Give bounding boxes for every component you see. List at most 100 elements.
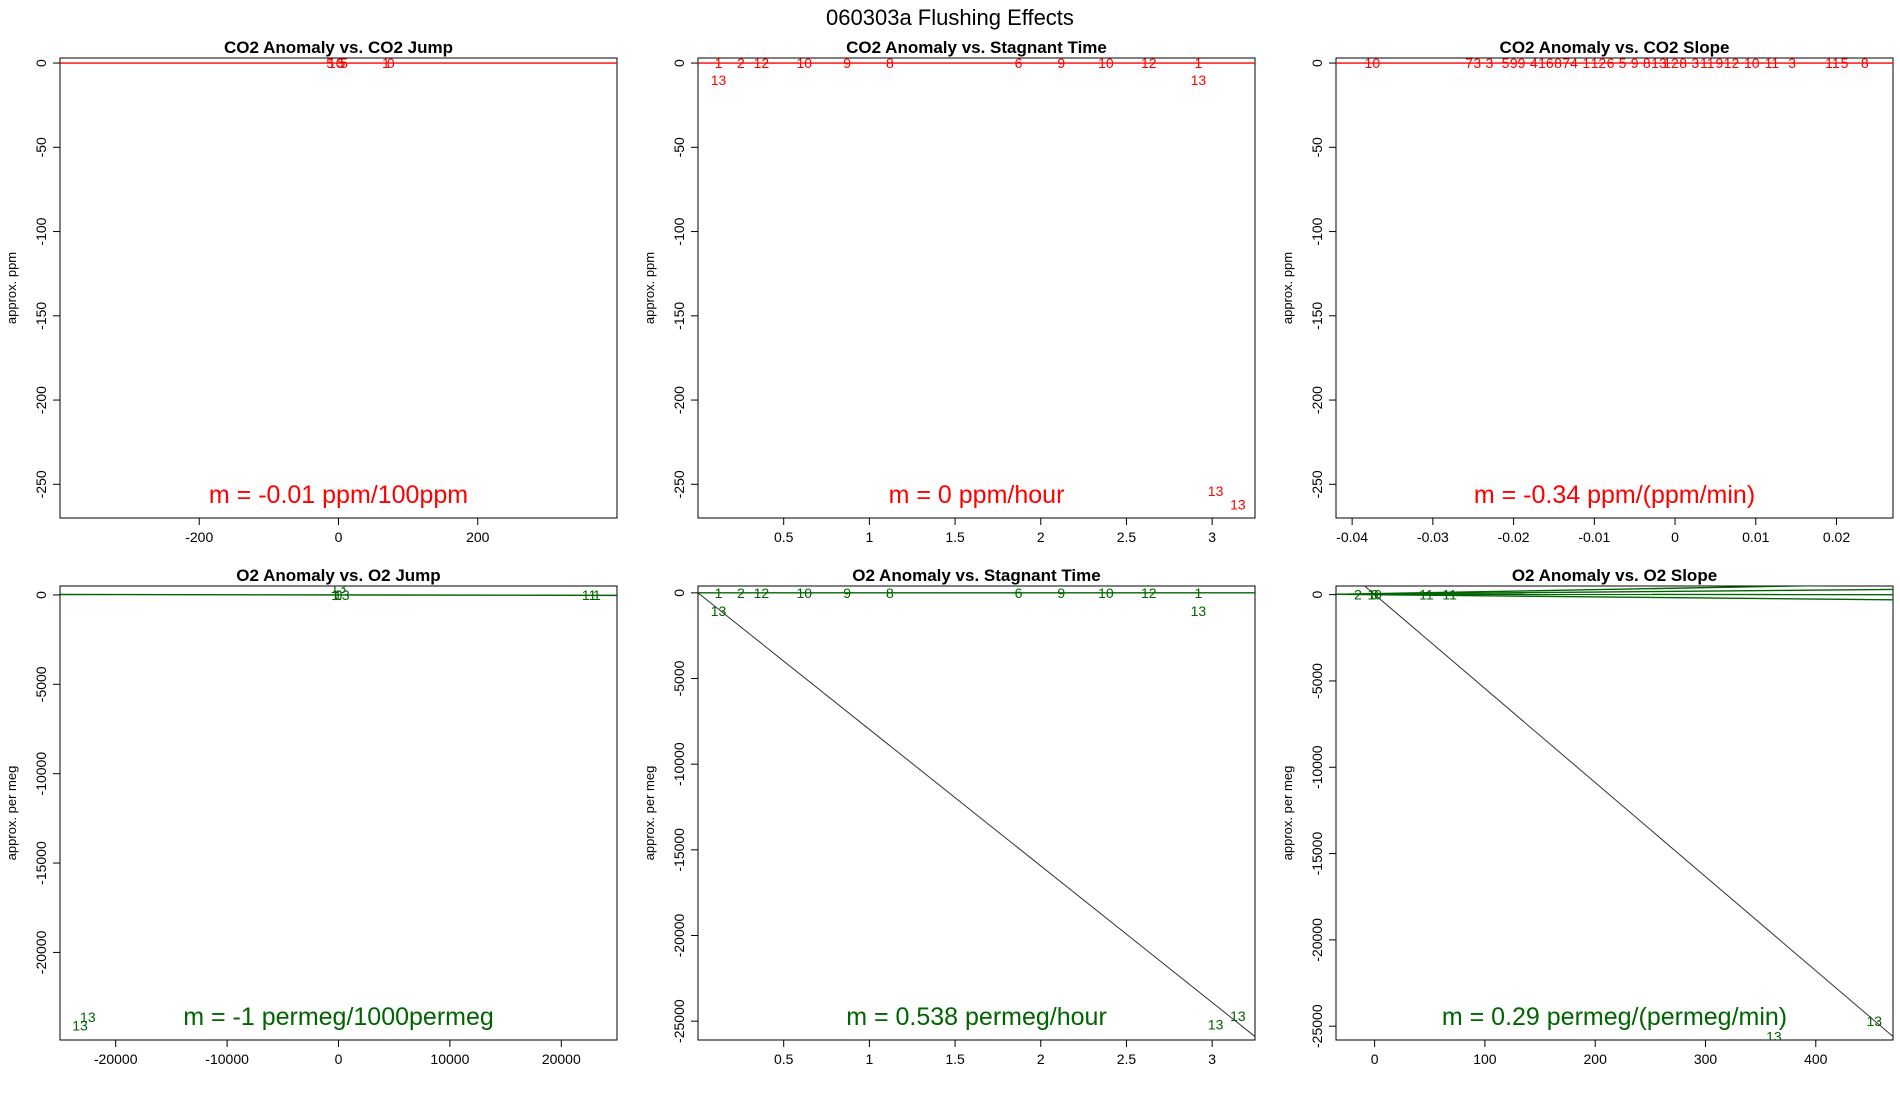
panel-1: CO2 Anomaly vs. CO2 Jump approx. ppm -200 0… bbox=[4, 38, 618, 545]
y-tick-label: 0 bbox=[1309, 59, 1325, 67]
data-point-label: 99 bbox=[1510, 55, 1526, 71]
data-point-label: 0 bbox=[1371, 587, 1379, 603]
y-tick-label: -50 bbox=[33, 137, 49, 157]
y-tick-label: 0 bbox=[1309, 591, 1325, 599]
series-line bbox=[60, 593, 617, 597]
y-tick-label: -200 bbox=[33, 386, 49, 414]
data-point-label: 13 bbox=[1866, 1013, 1882, 1029]
data-point-label: 6 bbox=[1015, 55, 1023, 71]
y-tick-label: -250 bbox=[1309, 470, 1325, 498]
data-point-label: 13 bbox=[1651, 55, 1667, 71]
x-tick-label: 10000 bbox=[430, 1051, 469, 1067]
y-tick-label: 0 bbox=[33, 591, 49, 599]
data-point-label: 13 bbox=[1208, 483, 1224, 499]
data-point-label: 8 bbox=[1554, 55, 1562, 71]
slope-annotation: m = -0.34 ppm/(ppm/min) bbox=[1474, 481, 1755, 509]
x-tick-label: -0.01 bbox=[1578, 529, 1610, 545]
data-point-label: 8 bbox=[1861, 55, 1869, 71]
data-point-label: 13 bbox=[1230, 1008, 1246, 1024]
x-tick-label: -0.03 bbox=[1417, 529, 1449, 545]
chart-title: O2 Anomaly vs. O2 Jump bbox=[236, 566, 440, 585]
x-tick-label: 0 bbox=[1671, 529, 1679, 545]
data-point-label: 9 bbox=[1057, 585, 1065, 601]
data-point-label: 12 bbox=[1724, 55, 1740, 71]
data-point-label: 0 bbox=[387, 55, 395, 71]
x-tick-label: -20000 bbox=[94, 1051, 138, 1067]
data-point-label: 5 bbox=[337, 55, 345, 71]
data-point-label: 12 bbox=[1141, 585, 1157, 601]
data-point-label: 74 bbox=[1562, 55, 1578, 71]
y-tick-label: -15000 bbox=[671, 828, 687, 872]
data-point-label: 5 bbox=[340, 55, 348, 71]
y-tick-label: -20000 bbox=[33, 930, 49, 974]
data-point-label: 1 bbox=[1195, 585, 1203, 601]
data-point-label: 8 bbox=[1679, 55, 1687, 71]
data-point-label: 11 bbox=[582, 587, 597, 603]
x-tick-label: 400 bbox=[1804, 1051, 1828, 1067]
slope-annotation: m = 0 ppm/hour bbox=[889, 481, 1065, 509]
y-tick-label: -20000 bbox=[671, 913, 687, 957]
y-tick-label: -100 bbox=[33, 217, 49, 245]
data-point-label: 13 bbox=[80, 1009, 96, 1025]
data-point-label: 3 bbox=[1473, 55, 1481, 71]
data-point-label: 12 bbox=[1663, 55, 1679, 71]
y-tick-label: -5000 bbox=[671, 660, 687, 696]
chart-title: O2 Anomaly vs. Stagnant Time bbox=[852, 566, 1100, 585]
x-tick-label: 0 bbox=[335, 1051, 343, 1067]
y-tick-label: -200 bbox=[671, 386, 687, 414]
y-tick-label: 0 bbox=[671, 589, 687, 597]
data-point-label: 11 bbox=[1700, 55, 1715, 71]
x-tick-label: 0.01 bbox=[1742, 529, 1769, 545]
data-point-label: 10 bbox=[796, 585, 812, 601]
plot-frame bbox=[1335, 57, 1894, 519]
series-line bbox=[1336, 588, 1893, 595]
y-tick-label: -50 bbox=[671, 137, 687, 157]
data-point-label: 1 bbox=[1195, 55, 1203, 71]
x-tick-label: -200 bbox=[185, 529, 213, 545]
panel-5: O2 Anomaly vs. Stagnant Time approx. per … bbox=[642, 566, 1256, 1067]
x-tick-label: 0 bbox=[335, 529, 343, 545]
y-tick-label: 0 bbox=[33, 59, 49, 67]
data-point-label: 12 bbox=[1141, 55, 1157, 71]
y-tick-label: -5000 bbox=[1309, 663, 1325, 699]
x-tick-label: 2 bbox=[1037, 1051, 1045, 1067]
x-tick-label: 20000 bbox=[542, 1051, 581, 1067]
y-axis-label: approx. per meg bbox=[642, 766, 657, 861]
data-point-label: 10 bbox=[1744, 55, 1760, 71]
y-tick-label: -15000 bbox=[1309, 832, 1325, 876]
x-tick-label: -0.04 bbox=[1336, 529, 1368, 545]
slope-annotation: m = 0.29 permeg/(permeg/min) bbox=[1442, 1003, 1787, 1031]
data-point-label: 5 bbox=[1619, 55, 1627, 71]
slope-annotation: m = -1 permeg/1000permeg bbox=[183, 1003, 494, 1031]
x-tick-label: 1 bbox=[865, 1051, 873, 1067]
data-point-label: 13 bbox=[334, 587, 350, 603]
data-point-label: 1 bbox=[382, 55, 390, 71]
data-point-label: 10 bbox=[796, 55, 812, 71]
x-tick-label: 100 bbox=[1473, 1051, 1497, 1067]
x-tick-label: 2.5 bbox=[1117, 529, 1137, 545]
x-tick-label: 1.5 bbox=[945, 529, 965, 545]
panel-3: CO2 Anomaly vs. CO2 Slope approx. ppm -0.0… bbox=[1280, 38, 1894, 545]
y-tick-label: -150 bbox=[33, 302, 49, 330]
data-point-label: 1 bbox=[1582, 55, 1590, 71]
page-title: 060303a Flushing Effects bbox=[826, 5, 1074, 30]
data-point-label: 13 bbox=[1208, 1017, 1224, 1033]
x-tick-label: 300 bbox=[1694, 1051, 1718, 1067]
data-point-label: 10 bbox=[328, 55, 344, 71]
y-tick-label: 0 bbox=[671, 59, 687, 67]
y-tick-label: -10000 bbox=[33, 752, 49, 796]
data-point-label: 0 bbox=[335, 587, 343, 603]
y-axis-label: approx. ppm bbox=[4, 252, 19, 324]
x-tick-label: 1.5 bbox=[945, 1051, 965, 1067]
data-point-label: 13 bbox=[1230, 497, 1246, 513]
x-tick-label: 0.5 bbox=[774, 529, 794, 545]
data-point-label: 11 bbox=[1765, 55, 1780, 71]
x-tick-label: 3 bbox=[1208, 1051, 1216, 1067]
data-point-label: 11 bbox=[1825, 55, 1840, 71]
data-point-label: 11 bbox=[1442, 587, 1457, 603]
